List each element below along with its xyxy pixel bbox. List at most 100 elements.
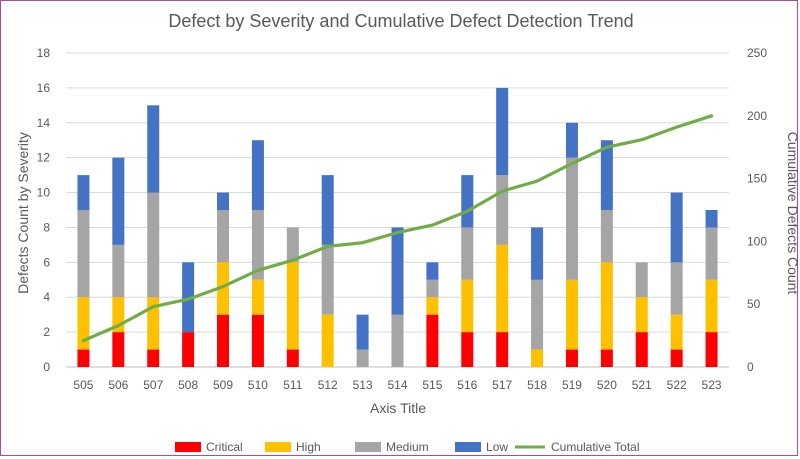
bar-critical — [217, 314, 230, 367]
legend-label-critical: Critical — [206, 440, 243, 454]
bar-low — [182, 262, 195, 333]
x-tick-label: 518 — [527, 378, 547, 392]
legend-label-high: High — [296, 440, 321, 454]
bar-low — [251, 140, 264, 210]
bar-low — [600, 140, 613, 210]
y-tick-label: 4 — [43, 290, 50, 304]
x-tick-label: 512 — [318, 378, 338, 392]
y-axis-title: Defects Count by Severity — [15, 132, 31, 294]
bar-low — [321, 175, 334, 245]
bar-high — [147, 297, 160, 350]
y2-axis-title: Cumulative Defects Count — [785, 132, 800, 295]
y-tick-label: 10 — [37, 186, 51, 200]
bar-medium — [531, 279, 544, 350]
bar-medium — [705, 227, 718, 280]
bar-critical — [426, 314, 439, 367]
bar-critical — [461, 332, 474, 367]
y-tick-label: 18 — [37, 46, 51, 60]
bar-high — [77, 297, 90, 350]
legend-swatch-critical — [175, 442, 201, 452]
x-tick-label: 509 — [213, 378, 233, 392]
x-tick-label: 514 — [387, 378, 407, 392]
bar-critical — [147, 349, 160, 367]
bar-critical — [565, 349, 578, 367]
bar-medium — [251, 210, 264, 280]
x-tick-label: 510 — [248, 378, 268, 392]
x-axis-title: Axis Title — [370, 400, 426, 416]
bar-low — [147, 105, 160, 193]
x-tick-label: 522 — [667, 378, 687, 392]
y2-tick-label: 50 — [747, 297, 761, 311]
bar-low — [426, 262, 439, 280]
bar-medium — [286, 227, 299, 263]
x-tick-label: 511 — [283, 378, 302, 392]
bar-high — [635, 297, 648, 333]
bar-high — [600, 262, 613, 350]
bar-low — [496, 87, 509, 176]
bar-critical — [182, 332, 195, 367]
bar-high — [321, 314, 334, 367]
bar-critical — [286, 349, 299, 367]
y2-tick-label: 100 — [747, 234, 767, 248]
bar-medium — [600, 210, 613, 263]
bar-critical — [496, 332, 509, 367]
bar-medium — [77, 210, 90, 298]
bar-critical — [705, 332, 718, 367]
chart-title: Defect by Severity and Cumulative Defect… — [168, 11, 633, 31]
bar-critical — [600, 349, 613, 367]
legend-label-cumulative-total: Cumulative Total — [551, 440, 640, 454]
y2-tick-label: 250 — [747, 46, 767, 60]
bar-medium — [565, 157, 578, 280]
bar-low — [77, 175, 90, 210]
x-tick-label: 506 — [108, 378, 128, 392]
bar-high — [670, 314, 683, 350]
legend-label-medium: Medium — [386, 440, 429, 454]
y-tick-label: 16 — [37, 81, 51, 95]
y-tick-label: 2 — [43, 325, 50, 339]
y-tick-label: 14 — [37, 116, 51, 130]
bar-medium — [112, 244, 125, 298]
bar-critical — [635, 332, 648, 367]
bar-medium — [321, 244, 334, 315]
x-tick-label: 505 — [73, 378, 93, 392]
bar-high — [217, 262, 230, 315]
y-axis-ticks: 0 2 4 6 8 10 12 14 16 18 — [37, 46, 51, 374]
x-tick-label: 516 — [457, 378, 477, 392]
bar-low — [670, 192, 683, 263]
x-tick-label: 520 — [597, 378, 617, 392]
bar-medium — [356, 349, 369, 367]
y-tick-label: 0 — [43, 360, 50, 374]
bar-critical — [251, 314, 264, 367]
bar-low — [356, 314, 369, 350]
legend: Critical High Medium Low Cumulative Total — [175, 440, 640, 454]
x-tick-label: 519 — [562, 378, 582, 392]
bars — [77, 87, 718, 367]
bar-high — [531, 349, 544, 367]
bar-medium — [670, 262, 683, 315]
bar-high — [496, 244, 509, 333]
bar-medium — [217, 210, 230, 263]
bar-medium — [391, 314, 404, 367]
legend-swatch-low — [455, 442, 481, 452]
bar-medium — [635, 262, 648, 298]
y-tick-label: 12 — [37, 151, 51, 165]
bar-low — [705, 210, 718, 228]
bar-medium — [461, 227, 474, 280]
bar-critical — [77, 349, 90, 367]
x-tick-label: 508 — [178, 378, 198, 392]
legend-swatch-medium — [355, 442, 381, 452]
bar-high — [426, 297, 439, 315]
bar-low — [531, 227, 544, 280]
bar-low — [217, 192, 230, 210]
bar-high — [461, 279, 474, 333]
x-tick-label: 515 — [422, 378, 442, 392]
bar-medium — [147, 192, 160, 298]
x-tick-label: 517 — [492, 378, 512, 392]
x-tick-label: 523 — [702, 378, 722, 392]
bar-critical — [670, 349, 683, 367]
y2-axis-ticks: 0 50 100 150 200 250 — [747, 46, 767, 374]
cumulative-line-group — [81, 114, 714, 343]
legend-swatch-high — [265, 442, 291, 452]
